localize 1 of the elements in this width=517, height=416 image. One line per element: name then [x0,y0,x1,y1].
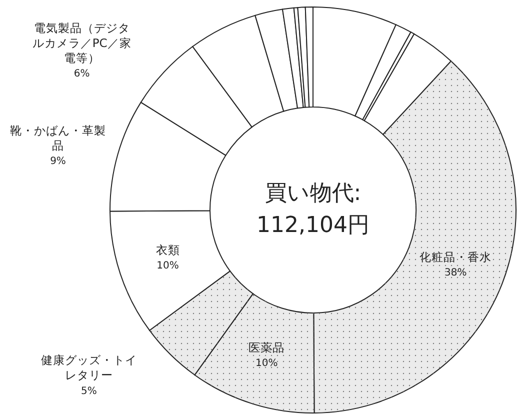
center-title: 買い物代: 112,104円 [256,181,370,238]
